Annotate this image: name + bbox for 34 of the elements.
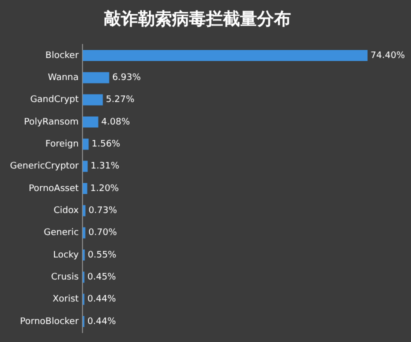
y-tick-label: Blocker xyxy=(45,50,79,61)
data-label: 1.56% xyxy=(92,140,121,150)
bar xyxy=(82,50,368,62)
data-label: 0.44% xyxy=(87,316,116,327)
data-label: 4.08% xyxy=(101,117,130,128)
data-label: 0.45% xyxy=(87,272,116,283)
data-label: 6.93% xyxy=(112,73,142,83)
data-label: 0.70% xyxy=(88,228,118,238)
data-label: 1.31% xyxy=(90,162,120,172)
bar xyxy=(82,227,86,238)
y-tick-label: PornoBlocker xyxy=(20,316,79,327)
data-label: 1.20% xyxy=(90,184,120,194)
data-label: 0.55% xyxy=(88,250,117,260)
data-label: 0.44% xyxy=(87,294,116,305)
y-tick-label: GenericCryptor xyxy=(10,162,79,172)
y-tick-label: PolyRansom xyxy=(24,117,79,128)
bar xyxy=(82,72,110,84)
y-tick-label: GandCrypt xyxy=(30,95,80,106)
y-tick-label: Wanna xyxy=(48,73,79,83)
y-tick-label: Xorist xyxy=(52,294,80,305)
bar xyxy=(82,116,98,128)
data-label: 5.27% xyxy=(106,95,135,106)
y-tick-label: Locky xyxy=(53,250,80,260)
y-tick-label: Cidox xyxy=(54,206,80,216)
chart-title: 敲诈勒索病毒拦截量分布 xyxy=(104,10,291,30)
bar xyxy=(82,138,89,150)
data-label: 0.73% xyxy=(88,206,118,216)
y-tick-label: PornoAsset xyxy=(28,184,80,194)
bar xyxy=(82,94,103,106)
data-label: 74.40% xyxy=(370,50,406,61)
y-tick-label: Crusis xyxy=(51,272,79,283)
bar xyxy=(82,182,88,194)
y-tick-label: Foreign xyxy=(45,140,79,150)
y-tick-label: Generic xyxy=(44,228,79,238)
